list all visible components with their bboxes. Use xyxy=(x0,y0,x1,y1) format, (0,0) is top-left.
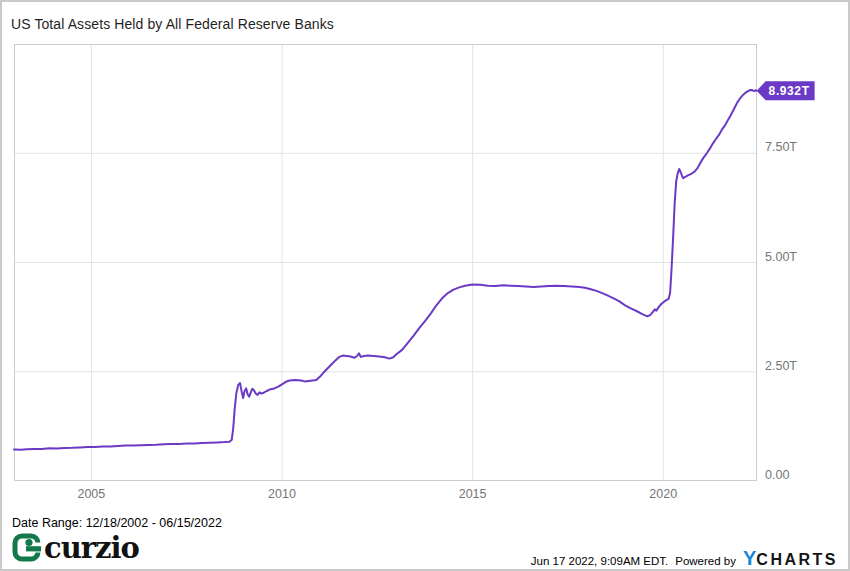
x-axis-tick-label: 2020 xyxy=(649,487,677,501)
y-axis-tick-label: 5.00T xyxy=(765,250,797,264)
curzio-wordmark: curzio xyxy=(44,534,139,562)
footer-bar: curzio Jun 17 2022, 9:09AM EDT. Powered … xyxy=(2,533,848,569)
y-axis-tick-label: 2.50T xyxy=(765,359,797,373)
ycharts-y-glyph: Y xyxy=(743,547,756,570)
attribution: Jun 17 2022, 9:09AM EDT. Powered by YCHA… xyxy=(531,547,838,570)
y-axis-tick-label: 0.00 xyxy=(765,468,789,482)
line-chart: 2005 2010 2015 2020 0.00 2.50T 5.00T 7.50T 8.932… xyxy=(2,2,850,507)
powered-by-label: Powered by xyxy=(675,555,736,567)
last-value-badge-label: 8.932T xyxy=(769,84,810,98)
ycharts-wordmark: CHARTS xyxy=(756,551,838,569)
chart-widget: US Total Assets Held by All Federal Rese… xyxy=(0,0,850,571)
ycharts-logo: YCHARTS xyxy=(743,547,838,570)
timestamp-label: Jun 17 2022, 9:09AM EDT. xyxy=(531,555,668,567)
curzio-icon xyxy=(12,533,41,562)
y-axis-tick-label: 7.50T xyxy=(765,140,797,154)
series-line xyxy=(14,90,757,450)
curzio-logo: curzio xyxy=(12,533,139,562)
x-axis-tick-label: 2010 xyxy=(268,487,296,501)
x-axis-tick-label: 2005 xyxy=(77,487,105,501)
x-axis-tick-label: 2015 xyxy=(459,487,487,501)
date-range-label: Date Range: 12/18/2002 - 06/15/2022 xyxy=(12,516,222,530)
